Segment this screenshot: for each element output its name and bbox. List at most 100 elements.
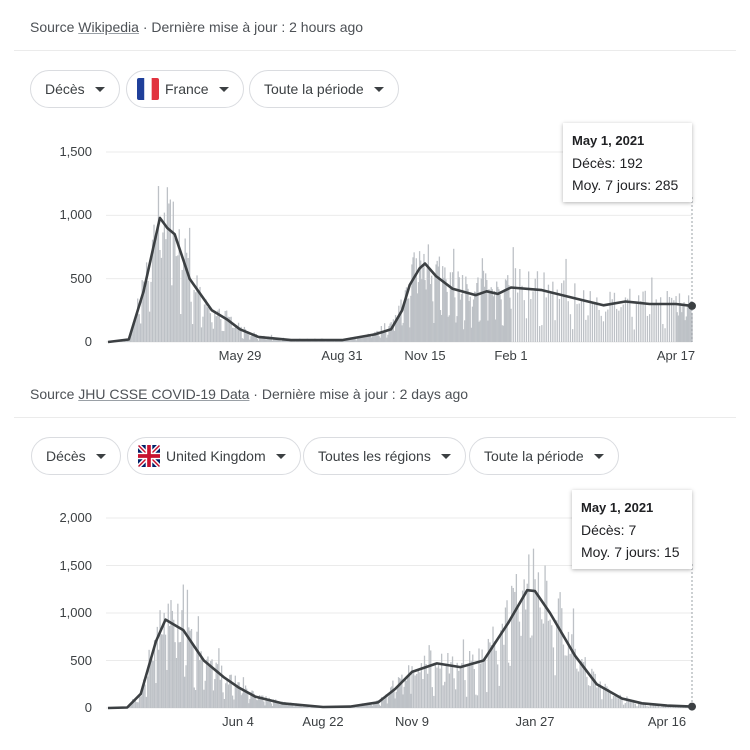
updated-text: · Dernière mise à jour : 2 hours ago <box>138 19 364 35</box>
daily-bar <box>268 697 270 708</box>
daily-bar <box>197 291 200 342</box>
daily-bar <box>514 268 517 342</box>
daily-bar <box>391 686 393 708</box>
daily-bar <box>405 287 408 342</box>
daily-bar <box>656 704 658 708</box>
daily-bar <box>501 623 504 708</box>
x-tick-label: Jan 27 <box>515 714 555 729</box>
daily-bar <box>596 687 598 708</box>
daily-bar <box>481 649 483 708</box>
daily-bar <box>504 607 507 708</box>
daily-bar <box>251 333 253 342</box>
label: Décès <box>45 81 85 97</box>
daily-bar <box>676 312 678 342</box>
daily-bar <box>418 251 421 342</box>
x-tick-label: Nov 15 <box>404 348 446 363</box>
daily-bar <box>371 705 374 708</box>
daily-bar <box>412 257 414 342</box>
country-dropdown[interactable]: France <box>126 70 244 108</box>
daily-bar <box>600 315 602 342</box>
daily-bar <box>359 337 362 342</box>
source-link[interactable]: JHU CSSE COVID-19 Data <box>78 386 250 402</box>
daily-bar <box>172 201 174 342</box>
daily-bar <box>137 702 139 708</box>
daily-bar <box>200 651 202 708</box>
daily-bar <box>264 705 266 708</box>
daily-bar <box>181 269 183 342</box>
daily-bar <box>149 660 152 708</box>
daily-bar <box>537 572 540 708</box>
daily-bar <box>457 271 459 342</box>
daily-bar <box>427 244 430 342</box>
daily-bar <box>442 266 444 342</box>
daily-bar <box>182 584 184 708</box>
daily-bar <box>229 317 231 342</box>
daily-bar <box>574 283 576 342</box>
daily-bar <box>208 663 210 708</box>
metric-dropdown[interactable]: Décès <box>30 70 120 108</box>
daily-bar <box>378 336 380 342</box>
daily-bar <box>296 704 298 708</box>
daily-bar <box>646 315 649 342</box>
tooltip-avg: Moy. 7 jours: 15 <box>581 544 680 560</box>
daily-bar <box>208 307 210 342</box>
daily-bar <box>447 652 449 708</box>
daily-bar <box>444 681 446 708</box>
daily-bar <box>397 316 399 342</box>
daily-bar <box>207 656 209 708</box>
daily-bar <box>637 701 640 708</box>
daily-bar <box>497 286 499 342</box>
source-link[interactable]: Wikipedia <box>78 19 139 35</box>
daily-bar <box>136 702 138 708</box>
daily-bar <box>237 682 239 708</box>
period-dropdown[interactable]: Toute la période <box>249 70 399 108</box>
daily-bar <box>141 685 143 708</box>
daily-bar <box>644 290 646 342</box>
y-tick-label: 2,000 <box>59 510 92 525</box>
daily-bar <box>279 704 281 708</box>
daily-bar <box>682 303 684 342</box>
daily-bar <box>489 642 491 708</box>
daily-bar <box>683 302 685 342</box>
daily-bar <box>643 703 645 708</box>
daily-bar <box>436 260 438 342</box>
daily-bar <box>440 653 443 708</box>
region-dropdown[interactable]: Toutes les régions <box>303 437 466 475</box>
daily-bar <box>690 301 692 342</box>
daily-bar <box>145 262 148 342</box>
daily-bar <box>164 634 167 708</box>
daily-bar <box>438 256 441 342</box>
daily-bar <box>224 310 226 342</box>
daily-bar <box>239 327 241 342</box>
daily-bar <box>659 707 662 708</box>
daily-bar <box>171 285 173 342</box>
country-dropdown[interactable]: United Kingdom <box>127 437 301 475</box>
daily-bar <box>549 619 551 708</box>
daily-bar <box>483 661 485 708</box>
daily-bar <box>303 705 305 708</box>
daily-bar <box>565 258 567 342</box>
daily-bar <box>376 330 378 342</box>
daily-bar <box>612 695 615 708</box>
daily-bar <box>504 279 507 342</box>
daily-bar <box>402 694 404 708</box>
daily-bar <box>453 248 455 342</box>
daily-bar <box>187 257 189 342</box>
daily-bar <box>160 634 163 708</box>
daily-bar <box>532 548 535 708</box>
daily-bar <box>129 336 131 342</box>
period-dropdown[interactable]: Toute la période <box>469 437 619 475</box>
daily-bar <box>278 339 280 342</box>
daily-bar <box>264 338 266 342</box>
daily-bar <box>262 695 264 708</box>
daily-bar <box>562 644 565 708</box>
daily-bar <box>520 635 522 708</box>
daily-bar <box>511 585 513 708</box>
daily-bar <box>151 239 154 342</box>
daily-bar <box>140 323 142 342</box>
daily-bar <box>640 301 642 342</box>
daily-bar <box>177 255 179 342</box>
metric-dropdown[interactable]: Décès <box>31 437 121 475</box>
daily-bar <box>231 327 234 342</box>
